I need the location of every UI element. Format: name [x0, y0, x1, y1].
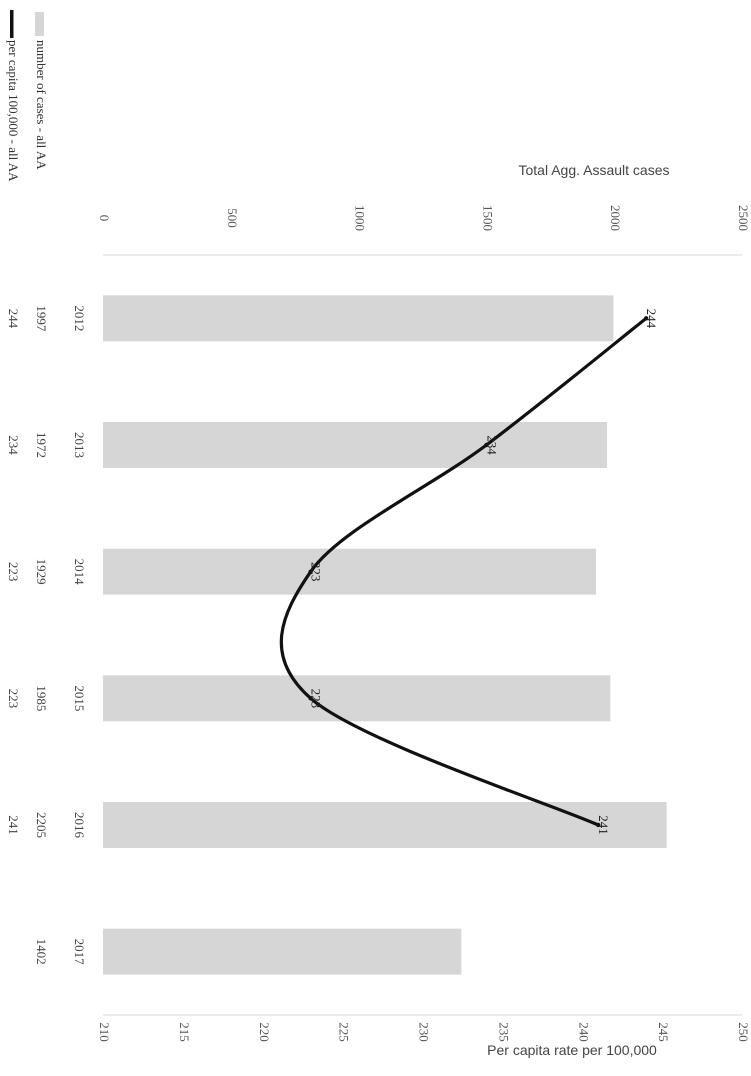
point-label: 223: [309, 689, 324, 709]
line-point: [308, 569, 313, 574]
bar-2017: [103, 928, 462, 975]
secondary-tick-label: 230: [417, 1022, 432, 1042]
point-label: 234: [484, 435, 499, 455]
primary-tick-label: 2500: [736, 205, 751, 231]
bar-2015: [103, 675, 611, 722]
secondary-tick-label: 235: [496, 1022, 511, 1042]
secondary-tick-label: 215: [177, 1022, 192, 1042]
secondary-tick-label: 210: [97, 1022, 112, 1042]
primary-tick-label: 1000: [353, 205, 368, 231]
primary-tick-label: 0: [97, 215, 112, 222]
point-label: 223: [309, 562, 324, 582]
secondary-tick-label: 225: [337, 1022, 352, 1042]
line-point: [484, 442, 489, 448]
table-cell: 1997: [34, 305, 49, 332]
bar-2016: [103, 802, 667, 848]
bar-2013: [103, 422, 608, 468]
category-label: 2015: [72, 685, 87, 711]
table-cell: 223: [6, 689, 21, 709]
table-cell: 241: [6, 815, 21, 835]
primary-axis-ticks: 0 500 1000 1500 2000 2500: [97, 205, 751, 256]
secondary-tick-label: 220: [257, 1022, 272, 1042]
line-series: [279, 316, 649, 828]
primary-tick-label: 2000: [608, 205, 623, 231]
category-label: 2012: [72, 305, 87, 331]
table-cell: 1929: [34, 559, 49, 585]
table-cell: 2205: [34, 812, 49, 838]
table-cell: 1402: [34, 939, 49, 965]
line-point: [308, 696, 313, 701]
secondary-axis-title: Per capita rate per 100,000: [487, 1042, 657, 1058]
table-cell: 223: [6, 562, 21, 582]
point-labels: 244 234 223 223 241: [309, 309, 659, 835]
legend-label-bar: number of cases - all AA: [34, 40, 49, 170]
category-label: 2017: [72, 939, 87, 966]
legend-swatch-line: [10, 10, 14, 38]
table-cell: 244: [6, 309, 21, 329]
point-label: 244: [644, 309, 659, 329]
secondary-tick-label: 240: [576, 1022, 591, 1042]
data-table: 2012 2013 2014 2015 2016 2017 1997 1972 1929 1985…: [6, 305, 87, 965]
category-label: 2013: [72, 432, 87, 458]
line-point: [596, 822, 601, 828]
bar-2012: [103, 295, 614, 342]
secondary-tick-label: 250: [736, 1022, 751, 1042]
table-cell: 1985: [34, 685, 49, 711]
primary-axis-title: Total Agg. Assault cases: [519, 162, 670, 178]
legend-swatch-bar: [35, 12, 44, 36]
category-label: 2014: [72, 559, 87, 586]
primary-tick-label: 500: [225, 208, 240, 228]
point-label: 241: [596, 815, 611, 835]
bar-series: [103, 295, 667, 975]
secondary-axis-ticks: 210 215 220 225 230 235 240 245 250: [97, 1014, 751, 1042]
primary-tick-label: 1500: [480, 205, 495, 231]
legend-label-line: per capita 100,000 - all AA: [6, 40, 21, 182]
category-label: 2016: [72, 812, 87, 839]
line-point: [643, 316, 649, 321]
legend: number of cases - all AA per capita 100,0…: [6, 10, 49, 182]
table-cell: 1972: [34, 432, 49, 458]
bar-2014: [103, 548, 597, 595]
secondary-tick-label: 245: [656, 1022, 671, 1042]
table-cell: 234: [6, 435, 21, 455]
